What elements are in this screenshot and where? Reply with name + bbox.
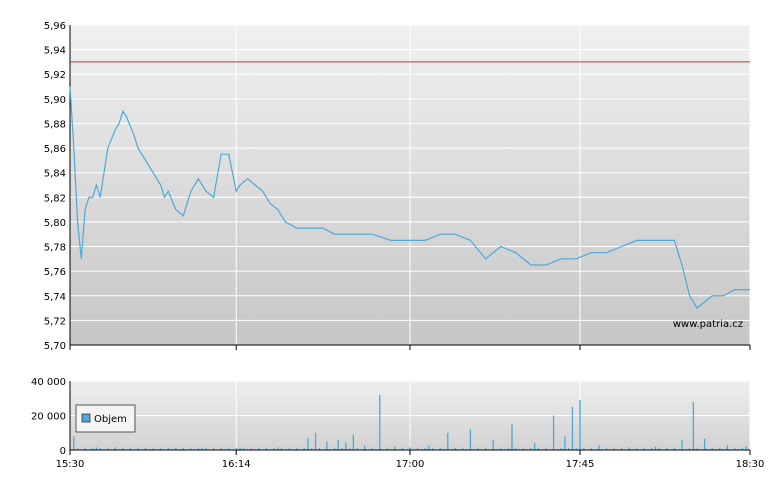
volume-y-tick-label: 0: [60, 446, 66, 457]
price-y-tick-label: 5,78: [44, 243, 66, 254]
price-y-tick-label: 5,70: [44, 341, 66, 352]
volume-y-tick-label: 20 000: [31, 412, 66, 423]
watermark-text: www.patria.cz: [673, 319, 743, 330]
legend-swatch: [81, 413, 91, 423]
x-tick-label: 17:00: [396, 459, 425, 470]
x-tick-label: 17:45: [566, 459, 595, 470]
volume-x-axis: 15:30 16:14 17:00 17:45 18:30: [56, 449, 765, 470]
price-y-tick-label: 5,86: [44, 144, 66, 155]
price-y-tick-label: 5,92: [44, 70, 66, 81]
price-y-tick-label: 5,72: [44, 316, 66, 327]
legend-label: Objem: [94, 414, 127, 425]
legend: Objem: [75, 404, 136, 433]
price-y-tick-label: 5,84: [44, 169, 66, 180]
price-y-tick-label: 5,90: [44, 95, 66, 106]
price-y-tick-label: 5,96: [44, 21, 66, 32]
x-tick-label: 18:30: [736, 459, 765, 470]
price-y-tick-label: 5,82: [44, 193, 66, 204]
x-tick-label: 15:30: [56, 459, 85, 470]
volume-y-tick-label: 40 000: [31, 377, 66, 388]
price-panel: 5,70 5,72 5,74 5,76 5,78 5,80 5,82 5,84 5,86 5,88…: [44, 21, 751, 352]
price-x-axis: [69, 344, 751, 350]
volume-y-axis: 0 20 000 40 000: [31, 377, 71, 457]
price-series-line: [69, 86, 750, 309]
price-y-tick-label: 5,80: [44, 218, 66, 229]
price-y-tick-label: 5,94: [44, 46, 66, 57]
price-y-tick-label: 5,74: [44, 292, 66, 303]
price-y-tick-label: 5,76: [44, 267, 66, 278]
x-tick-label: 16:14: [222, 459, 251, 470]
price-y-tick-label: 5,88: [44, 119, 66, 130]
price-y-axis: 5,70 5,72 5,74 5,76 5,78 5,80 5,82 5,84 5,86 5,88…: [44, 21, 71, 352]
